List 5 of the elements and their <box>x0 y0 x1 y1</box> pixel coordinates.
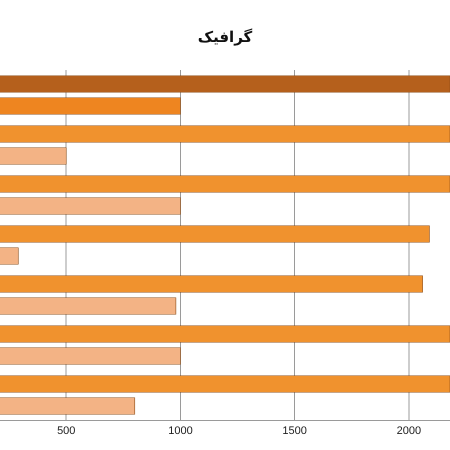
x-tick-label: 1000 <box>168 425 193 438</box>
x-tick-label: 500 <box>57 425 76 438</box>
x-tick-label: 1500 <box>282 425 307 438</box>
x-tick-label: 2000 <box>396 425 422 438</box>
chart-title: گرافیک <box>198 28 253 46</box>
